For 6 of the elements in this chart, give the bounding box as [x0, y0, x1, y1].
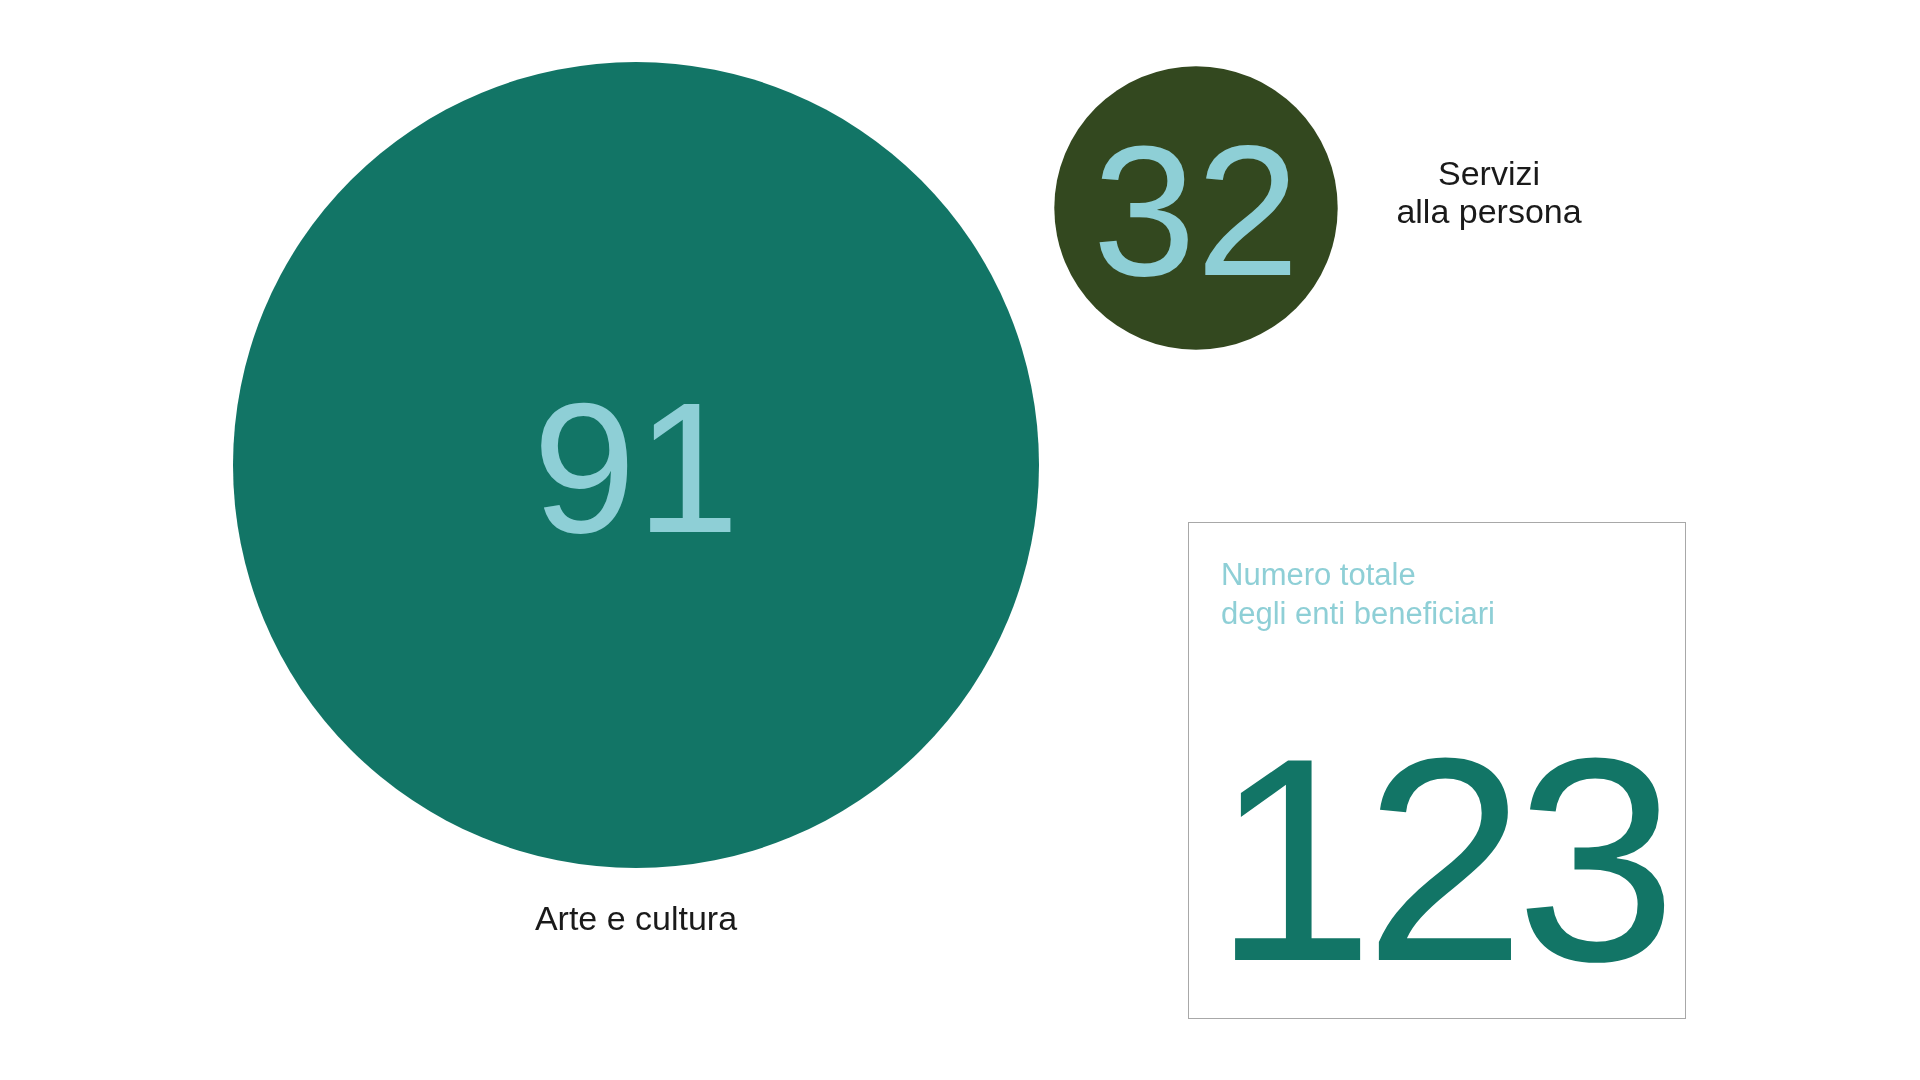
category-label: Servizi alla persona	[1396, 154, 1582, 231]
data-label: 91	[532, 363, 740, 571]
category-label: Arte e cultura	[534, 899, 738, 937]
data-label: 32	[1092, 106, 1300, 314]
text: Numero totale degli enti beneficiari	[1221, 556, 1496, 633]
data-label: 123	[1213, 697, 1667, 1021]
